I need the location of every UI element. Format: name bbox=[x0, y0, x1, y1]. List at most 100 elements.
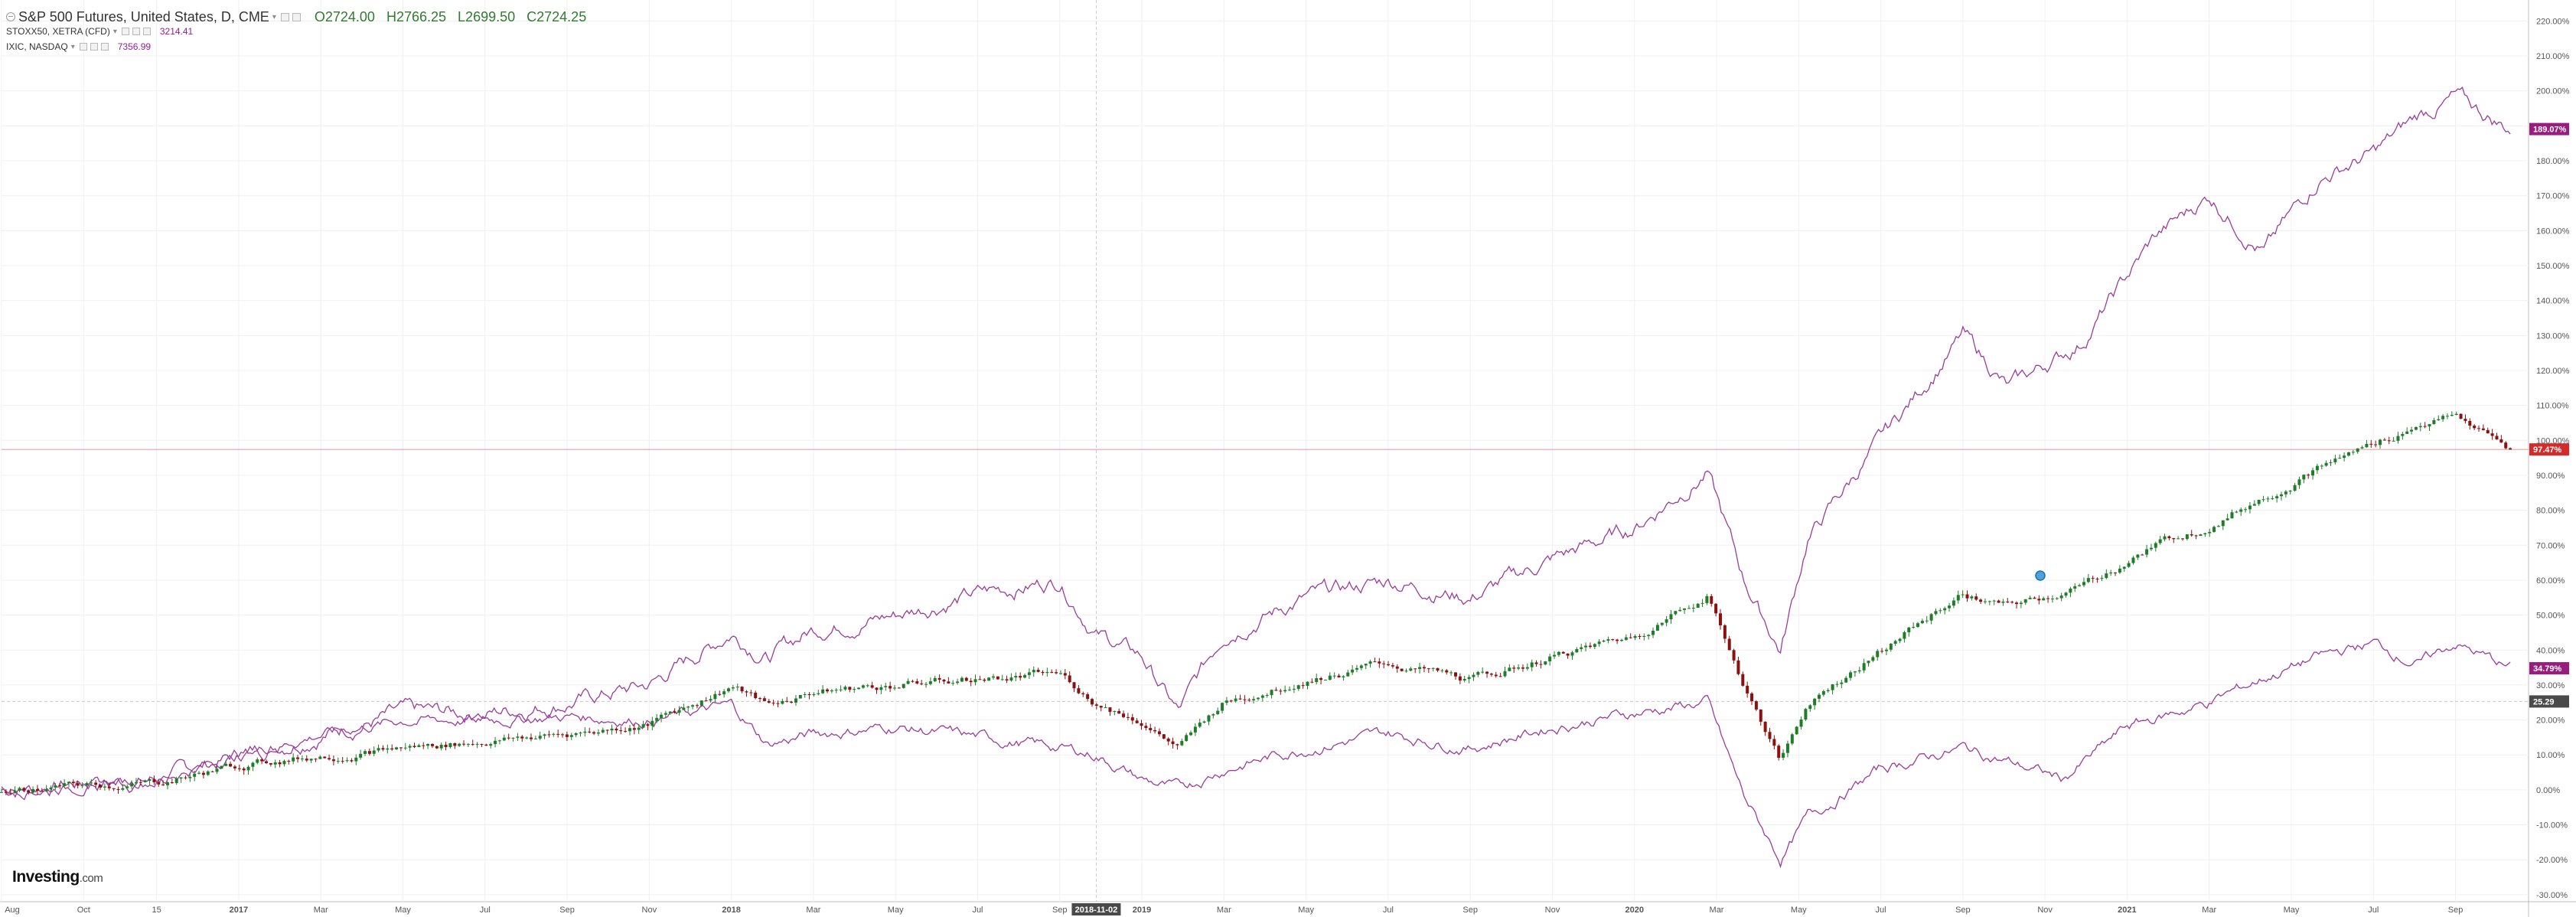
candle bbox=[1727, 638, 1731, 651]
candle bbox=[44, 789, 48, 791]
ohlc-values: O2724.00 H2766.25 L2699.50 C2724.25 bbox=[315, 9, 586, 25]
eye-icon[interactable] bbox=[121, 28, 129, 35]
candle bbox=[1710, 596, 1714, 604]
x-tick-label: Sep bbox=[1955, 906, 1971, 915]
candle bbox=[866, 685, 869, 687]
collapse-icon[interactable] bbox=[6, 12, 15, 21]
chevron-down-icon[interactable]: ▾ bbox=[272, 12, 276, 21]
candle bbox=[1678, 609, 1682, 612]
close-icon[interactable] bbox=[142, 28, 151, 35]
candle bbox=[2033, 597, 2036, 599]
overlay-label[interactable]: STOXX50, XETRA (CFD) bbox=[6, 26, 110, 37]
candle bbox=[1359, 665, 1363, 668]
candle bbox=[1821, 691, 1825, 695]
candle bbox=[2252, 504, 2256, 506]
candle bbox=[1023, 674, 1027, 678]
candle bbox=[794, 698, 797, 703]
chevron-down-icon[interactable]: ▾ bbox=[112, 27, 117, 36]
candle bbox=[1157, 731, 1161, 735]
candle bbox=[754, 692, 758, 699]
x-tick-label: Sep bbox=[559, 906, 575, 915]
candle bbox=[2239, 509, 2243, 512]
candle bbox=[1409, 668, 1413, 671]
candle bbox=[2180, 538, 2184, 540]
settings-icon[interactable] bbox=[292, 12, 301, 21]
candle bbox=[1844, 677, 1848, 683]
candle bbox=[1207, 715, 1211, 722]
candle bbox=[762, 698, 766, 701]
event-marker-icon[interactable] bbox=[2035, 570, 2046, 581]
x-tick-label: Jul bbox=[1876, 906, 1886, 915]
candle bbox=[543, 734, 546, 736]
eye-icon[interactable] bbox=[280, 12, 289, 21]
candle bbox=[1750, 693, 1754, 702]
candle bbox=[525, 737, 529, 739]
candle bbox=[516, 736, 520, 738]
candle bbox=[1368, 661, 1372, 664]
x-axis[interactable]: Aug Oct 15 2017 Mar May Jul Sep Nov 2018 Mar May Jul… bbox=[5, 906, 2463, 915]
candle bbox=[605, 729, 609, 731]
candle bbox=[372, 750, 376, 754]
candle bbox=[1759, 709, 1762, 722]
candle bbox=[632, 728, 636, 730]
candle bbox=[565, 734, 569, 737]
candle bbox=[1149, 728, 1153, 730]
candle bbox=[1467, 677, 1471, 680]
candle bbox=[2100, 578, 2104, 579]
close-icon[interactable] bbox=[100, 43, 109, 51]
candle bbox=[2481, 428, 2485, 430]
y-tick-label: 20.00% bbox=[2536, 716, 2565, 726]
candle bbox=[1898, 638, 1902, 641]
chevron-down-icon[interactable]: ▾ bbox=[70, 42, 75, 51]
x-tick-label: 2021 bbox=[2118, 906, 2136, 915]
candle bbox=[2271, 498, 2274, 499]
candle bbox=[1732, 650, 1736, 661]
candle bbox=[646, 724, 650, 726]
value-badges: 189.07% 97.47% 34.79% 25.29 bbox=[2529, 122, 2569, 708]
candle bbox=[2365, 443, 2369, 448]
overlay-label[interactable]: IXIC, NASDAQ bbox=[6, 41, 68, 52]
candle bbox=[1813, 698, 1817, 706]
y-axis[interactable]: -30.00% -20.00% -10.00% 0.00% 10.00% 20.00% 30… bbox=[2536, 17, 2570, 899]
candle bbox=[1862, 663, 1866, 671]
candle bbox=[2396, 436, 2400, 441]
candle bbox=[637, 727, 641, 730]
candle bbox=[915, 681, 919, 684]
candle bbox=[1934, 611, 1938, 615]
candle bbox=[520, 736, 524, 739]
candle bbox=[857, 687, 861, 690]
candle bbox=[615, 728, 618, 731]
y-tick-label: 30.00% bbox=[2536, 681, 2565, 690]
candle bbox=[1907, 627, 1911, 632]
candle bbox=[2454, 413, 2458, 416]
x-tick-label: May bbox=[395, 906, 411, 915]
candle bbox=[699, 700, 703, 706]
symbol-title[interactable]: S&P 500 Futures, United States, D, CME bbox=[18, 8, 269, 24]
candle bbox=[1534, 662, 1538, 664]
candle bbox=[1077, 688, 1081, 693]
settings-icon[interactable] bbox=[90, 43, 98, 51]
settings-icon[interactable] bbox=[132, 28, 140, 35]
candle bbox=[2177, 538, 2180, 540]
candle bbox=[2410, 429, 2414, 432]
candle bbox=[1539, 664, 1543, 665]
candle bbox=[1965, 594, 1969, 599]
candle bbox=[1768, 732, 1772, 739]
candle bbox=[444, 745, 448, 748]
candle bbox=[1211, 714, 1215, 716]
eye-icon[interactable] bbox=[79, 43, 87, 51]
candle bbox=[1171, 741, 1175, 745]
candle bbox=[1804, 709, 1808, 720]
candle bbox=[1296, 685, 1300, 690]
candle bbox=[76, 783, 80, 786]
candle bbox=[256, 759, 259, 763]
candle bbox=[2028, 597, 2032, 599]
candle bbox=[363, 751, 367, 754]
candle bbox=[745, 691, 748, 693]
y-tick-label: 140.00% bbox=[2536, 297, 2570, 306]
y-tick-label: 90.00% bbox=[2536, 472, 2565, 481]
x-tick-label: Aug bbox=[5, 906, 20, 915]
candle bbox=[2459, 413, 2463, 419]
